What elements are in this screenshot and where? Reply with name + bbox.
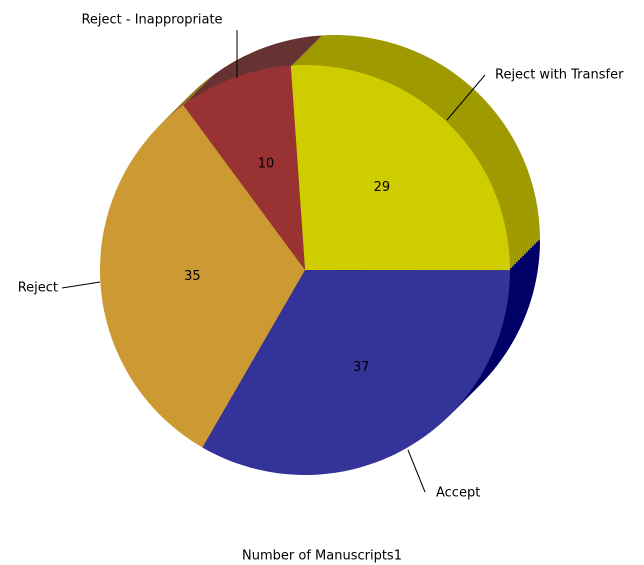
- slice-label: Accept: [436, 486, 480, 501]
- leader-line: [407, 449, 426, 493]
- slice: [202, 270, 510, 475]
- slice-label: Reject: [18, 281, 58, 296]
- leader-line: [446, 74, 486, 121]
- slice: [183, 65, 305, 271]
- slice-label: Reject - Inappropriate: [81, 13, 222, 28]
- value-label: 29: [374, 180, 391, 195]
- value-label: 10: [258, 157, 275, 172]
- slice-label: Reject with Transfer: [495, 68, 624, 83]
- value-label: 37: [353, 360, 370, 375]
- slice: [99, 105, 305, 448]
- leader-line: [61, 281, 101, 289]
- chart-title: Number of Manuscripts1: [242, 549, 402, 564]
- slice: [290, 64, 511, 271]
- value-label: 35: [184, 269, 201, 284]
